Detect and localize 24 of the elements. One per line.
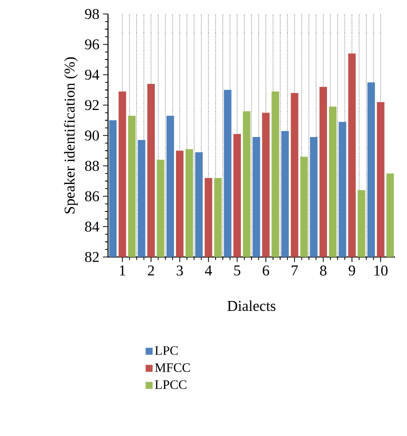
y-tick-label: 82 <box>85 252 99 262</box>
x-tick-label: 6 <box>262 266 270 276</box>
x-tick-label: 2 <box>148 266 154 276</box>
x-tick-label: 10 <box>374 266 388 276</box>
y-tick-label: 96 <box>85 39 100 50</box>
y-tick-label: 84 <box>85 222 100 232</box>
y-tick-label: 90 <box>85 130 99 141</box>
y-tick-label: 88 <box>85 160 99 171</box>
y-tick-label: 98 <box>85 8 99 20</box>
y-axis-title: Speaker identification (%) <box>64 57 78 214</box>
x-tick-label: 4 <box>205 266 212 276</box>
x-tick-label: 8 <box>320 266 326 276</box>
x-tick-label: 9 <box>348 266 356 276</box>
legend-label: LPCC <box>154 380 186 390</box>
legend-label: LPC <box>154 346 178 355</box>
x-tick-label: 5 <box>234 266 240 276</box>
legend-label: MFCC <box>154 363 190 372</box>
x-tick-label: 3 <box>176 266 183 276</box>
y-tick-label: 86 <box>85 191 100 202</box>
x-tick-label: 7 <box>292 266 298 276</box>
x-axis-title: Dialects <box>227 300 276 311</box>
y-tick-label: 92 <box>85 100 99 110</box>
x-tick-label: 1 <box>120 266 126 276</box>
y-tick-label: 94 <box>85 70 100 80</box>
